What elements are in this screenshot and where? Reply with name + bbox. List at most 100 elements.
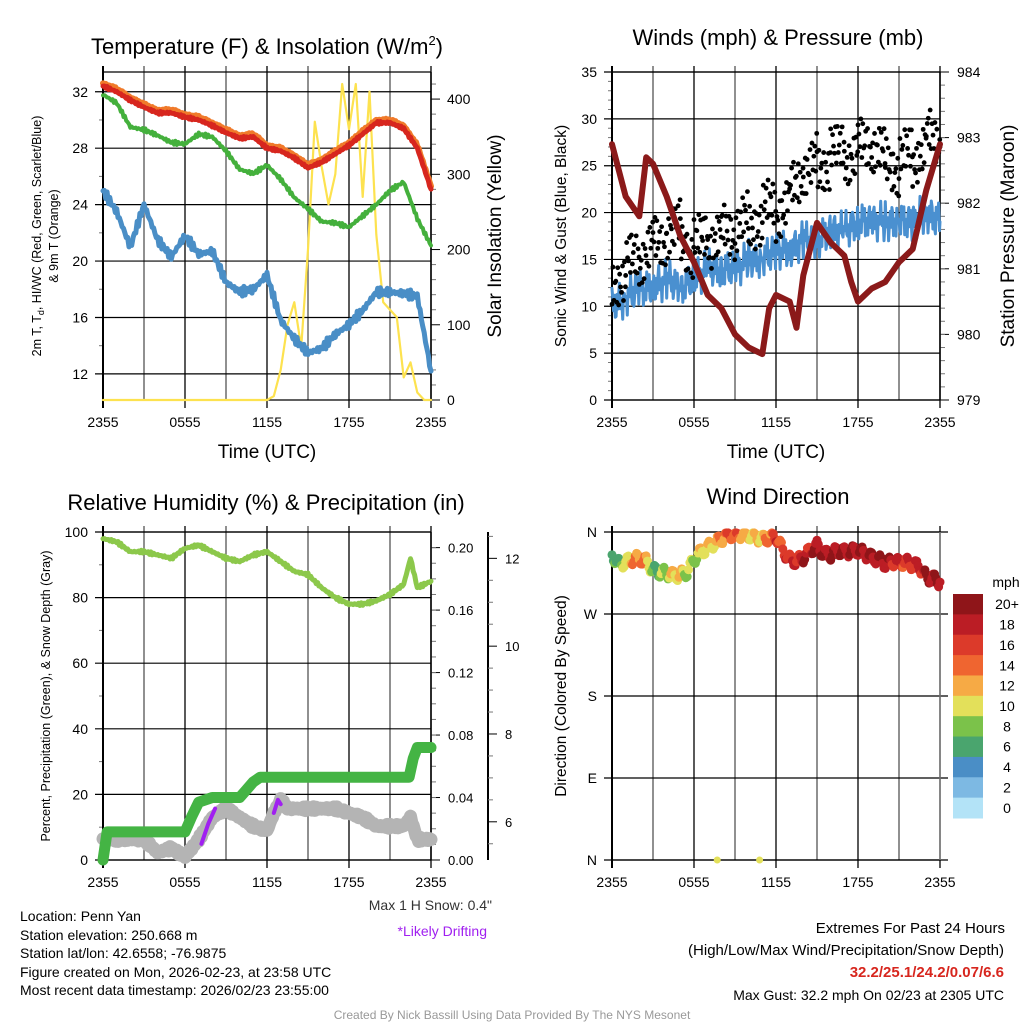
- wind-direction-point: [684, 565, 694, 575]
- gust-point: [656, 239, 662, 245]
- gust-point: [919, 166, 925, 172]
- gust-point: [889, 187, 895, 193]
- gust-point: [769, 212, 775, 218]
- gust-point: [932, 120, 938, 125]
- gust-point: [641, 276, 647, 282]
- gust-point: [856, 131, 862, 137]
- gust-point: [800, 165, 806, 171]
- precipitation-line: [97, 742, 437, 866]
- gust-point: [708, 233, 713, 239]
- gust-point: [927, 107, 933, 113]
- gust-point: [733, 215, 739, 221]
- gust-point: [778, 234, 784, 240]
- gust-point: [738, 209, 744, 215]
- x-tick-label: 1155: [252, 414, 282, 430]
- y-tick-label: 15: [581, 251, 597, 267]
- gust-point: [711, 238, 717, 244]
- gust-point: [895, 155, 901, 161]
- gust-point: [829, 162, 835, 168]
- gust-point: [732, 241, 738, 246]
- gust-point: [765, 177, 771, 183]
- gust-point: [803, 191, 809, 196]
- gust-point: [729, 245, 735, 250]
- series-line-2m-t: [100, 83, 434, 192]
- y-tick-label: N: [587, 852, 597, 868]
- gust-point: [749, 215, 754, 221]
- gust-point: [703, 215, 708, 221]
- gust-point: [934, 126, 940, 132]
- wind-direction-point: [713, 856, 721, 864]
- y-tick-label: 32: [72, 84, 88, 100]
- gust-point: [654, 218, 660, 224]
- humidity-title: Relative Humidity (%) & Precipitation (i…: [67, 490, 464, 515]
- gust-point: [791, 159, 796, 165]
- gust-point: [688, 270, 694, 276]
- gust-point: [712, 231, 718, 236]
- gust-point: [846, 143, 852, 149]
- gust-point: [899, 147, 905, 152]
- gust-point: [798, 183, 804, 189]
- y-right-tick-label: 981: [957, 261, 981, 277]
- gust-point: [869, 155, 875, 160]
- gust-point: [662, 244, 667, 250]
- max-snow-label: Max 1 H Snow: 0.4": [369, 897, 492, 913]
- gust-point: [750, 225, 755, 231]
- legend-label: 4: [1003, 759, 1011, 775]
- temperature-ylabel: 2m T, Td, HI/WC (Red, Green, Scarlet/Blu…: [30, 116, 46, 357]
- gust-point: [763, 185, 769, 191]
- legend-swatch-14: [953, 655, 983, 676]
- gust-point: [896, 193, 902, 199]
- gust-point: [623, 273, 629, 278]
- x-tick-label: 0555: [678, 874, 709, 890]
- gust-point: [770, 181, 776, 187]
- y-tick-label: 80: [72, 590, 88, 606]
- gust-point: [650, 230, 656, 236]
- gust-point: [731, 227, 737, 233]
- gust-point: [610, 264, 616, 270]
- gust-point: [696, 212, 702, 218]
- gust-point: [845, 181, 851, 187]
- gust-point: [868, 144, 873, 150]
- gust-point: [691, 244, 697, 250]
- gust-point: [692, 250, 698, 255]
- gust-point: [719, 212, 725, 218]
- gust-point: [847, 177, 853, 183]
- gust-point: [717, 227, 723, 232]
- gust-point: [814, 130, 820, 136]
- gust-point: [880, 148, 886, 154]
- x-tick-label: 1755: [842, 874, 873, 890]
- gust-point: [665, 255, 671, 261]
- gust-point: [891, 184, 897, 189]
- gust-point: [841, 148, 847, 154]
- gust-point: [751, 237, 756, 243]
- gust-point: [642, 246, 648, 251]
- legend-label: 14: [999, 657, 1015, 673]
- gust-point: [619, 289, 624, 295]
- gust-point: [797, 169, 803, 175]
- snow-tick-label: 10: [505, 639, 519, 654]
- x-tick-label: 1155: [252, 874, 282, 890]
- precip-tick-label: 0.00: [448, 853, 473, 868]
- gust-point: [858, 116, 864, 122]
- gust-point: [921, 160, 927, 166]
- x-tick-label: 2355: [87, 414, 118, 430]
- gust-point: [724, 228, 730, 234]
- y-tick-label: 25: [581, 158, 597, 174]
- gust-point: [727, 252, 733, 257]
- gust-point: [884, 176, 890, 182]
- y-tick-label: 0: [80, 852, 88, 868]
- gust-point: [666, 216, 671, 222]
- gust-point: [906, 152, 911, 158]
- gust-point: [830, 132, 835, 138]
- lat-lon: Station lat/lon: 42.6558; -76.9875: [20, 945, 227, 961]
- gust-point: [677, 216, 683, 221]
- legend-swatch-16: [953, 634, 983, 656]
- sonic-wind-line: [610, 194, 942, 321]
- gust-point: [903, 163, 909, 169]
- gust-point: [779, 198, 785, 203]
- y-right-tick-label: 984: [957, 64, 981, 80]
- y-tick-label: 20: [581, 205, 597, 221]
- gust-point: [756, 212, 762, 218]
- gust-point: [768, 194, 774, 200]
- wind-direction-point: [756, 856, 764, 864]
